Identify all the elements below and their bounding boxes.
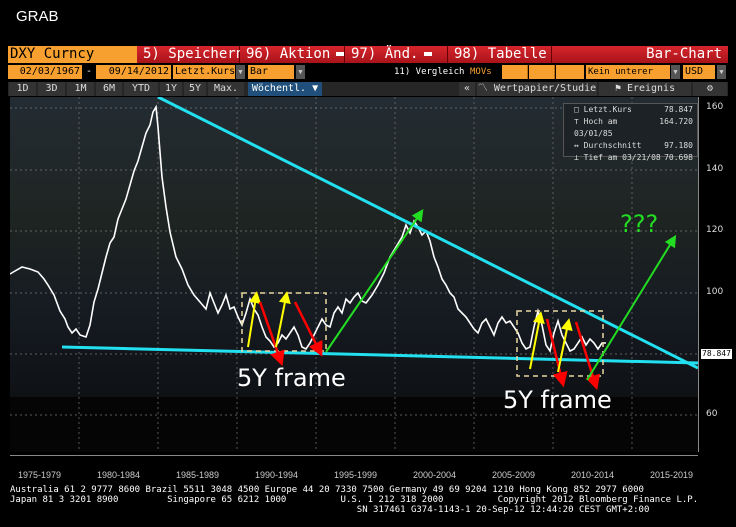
period-ytd[interactable]: YTD	[124, 82, 158, 96]
event-label: Ereignis	[626, 83, 676, 94]
period-1y[interactable]: 1Y	[160, 82, 182, 96]
bar-type-select[interactable]: Bar	[248, 65, 294, 79]
y-axis	[698, 97, 699, 452]
legend-row-last: □ Letzt.Kurs 78.847	[564, 104, 697, 116]
date-separator: -	[86, 66, 93, 77]
lower-chart-dropdown[interactable]: ▼	[671, 65, 680, 79]
last-price-tag: 78.847	[701, 349, 732, 359]
y-tick-140: 140	[706, 164, 724, 174]
period-max[interactable]: Max.	[208, 82, 244, 96]
gear-icon: ⚙	[706, 83, 714, 94]
y-tick-60: 60	[706, 409, 718, 419]
period-1m[interactable]: 1M	[67, 82, 94, 96]
x-axis	[10, 455, 698, 456]
lower-chart-select[interactable]: Kein unterer Cha	[586, 65, 670, 91]
command-bar: DXY Curncy 5) Speichern al 96) Aktion 97…	[8, 46, 728, 63]
x-tick-label: 1985-1989	[175, 470, 220, 480]
chart-legend[interactable]: □ Letzt.Kurs 78.847 ⊤ Hoch am 03/01/85 164…	[563, 103, 698, 162]
legend-label: □ Letzt.Kurs	[574, 105, 632, 114]
legend-label: ⊤ Hoch am 03/01/85	[574, 117, 618, 138]
x-tick-label: 2005-2009	[491, 470, 536, 480]
x-tick-label: 1990-1994	[254, 470, 299, 480]
dropdown-icon	[336, 52, 345, 56]
bar-type-dropdown[interactable]: ▼	[296, 65, 305, 79]
y-tick-160: 160	[706, 102, 724, 112]
x-tick-label: 2015-2019	[649, 470, 694, 480]
legend-value: 164.720	[659, 117, 693, 126]
x-tick-label: 2010-2014	[570, 470, 615, 480]
x-tick-label: 2000-2004	[412, 470, 457, 480]
footer-line-1: Australia 61 2 9777 8600 Brazil 5511 304…	[10, 485, 644, 495]
collapse-button[interactable]: «	[459, 82, 475, 96]
start-date-input[interactable]: 02/03/1967	[8, 65, 82, 79]
footer-line-3: SN 317461 G374-1143-1 20-Sep-12 12:44:20…	[10, 505, 650, 515]
end-date-input[interactable]: 09/14/2012	[96, 65, 171, 79]
legend-value: 70.698	[664, 153, 693, 162]
x-tick-label: 1995-1999	[333, 470, 378, 480]
footer-contacts: Australia 61 2 9777 8600 Brazil 5511 304…	[10, 485, 698, 515]
action-label: 96) Aktion	[246, 46, 331, 62]
y-tick-120: 120	[706, 225, 724, 235]
frequency-select[interactable]: Wöchentl. ▼	[248, 82, 322, 96]
security-study-button[interactable]: 〽 Wertpapier/Studie	[477, 82, 597, 96]
table-label: 98) Tabelle	[454, 46, 547, 62]
movs-label: MOVs	[470, 67, 492, 77]
y-tick-100: 100	[706, 287, 724, 297]
chart-type-label: Bar-Chart	[552, 46, 728, 63]
legend-value: 78.847	[664, 105, 693, 114]
mov-input-3[interactable]	[556, 65, 584, 79]
mov-input-2[interactable]	[529, 65, 555, 79]
period-6m[interactable]: 6M	[96, 82, 122, 96]
frame-annotation-2: 5Y frame	[503, 386, 612, 414]
legend-value: 97.180	[664, 141, 693, 150]
legend-row-high: ⊤ Hoch am 03/01/85 164.720	[564, 116, 697, 140]
mov-input-1[interactable]	[502, 65, 528, 79]
event-button[interactable]: ⚑ Ereignis	[599, 82, 691, 96]
security-study-label: Wertpapier/Studie	[493, 83, 597, 94]
date-settings-bar: 02/03/1967 - 09/14/2012 Letzt.Kurs ▼ Bar…	[8, 65, 728, 91]
window-title: GRAB	[16, 8, 59, 25]
dropdown-icon	[424, 52, 433, 56]
period-1d[interactable]: 1D	[9, 82, 36, 96]
change-menu-button[interactable]: 97) Änd.	[345, 46, 448, 63]
x-tick-label: 1980-1984	[96, 470, 141, 480]
save-button[interactable]: 5) Speichern al	[137, 46, 269, 63]
currency-select[interactable]: USD	[683, 65, 715, 79]
settings-button[interactable]: ⚙	[693, 82, 727, 96]
ticker-input[interactable]: DXY Curncy	[8, 46, 137, 63]
change-label: 97) Änd.	[351, 46, 419, 62]
footer-line-2: Japan 81 3 3201 8900 Singapore 65 6212 1…	[10, 495, 699, 505]
price-field-select[interactable]: Letzt.Kurs	[173, 65, 236, 79]
x-tick-label: 1975-1979	[17, 470, 62, 480]
action-menu-button[interactable]: 96) Aktion	[240, 46, 345, 63]
period-bar: 1D 3D 1M 6M YTD 1Y 5Y Max. Wöchentl. ▼ «…	[8, 82, 728, 96]
legend-label: ↔ Durchschnitt	[574, 141, 642, 150]
legend-label: ⊥ Tief am 03/21/08	[574, 153, 661, 162]
table-button[interactable]: 98) Tabelle	[448, 46, 552, 63]
flag-icon: ⚑	[614, 83, 627, 94]
chart-line-icon: 〽	[477, 83, 494, 94]
period-5y[interactable]: 5Y	[184, 82, 206, 96]
legend-row-low: ⊥ Tief am 03/21/08 70.698	[564, 152, 697, 164]
frame-annotation-1: 5Y frame	[237, 364, 346, 392]
compare-button[interactable]: 11) Vergleich	[394, 67, 465, 77]
legend-row-average: ↔ Durchschnitt 97.180	[564, 140, 697, 152]
save-label: 5) Speichern al	[143, 46, 270, 62]
question-annotation: ???	[620, 210, 659, 238]
price-field-dropdown[interactable]: ▼	[236, 65, 245, 79]
period-3d[interactable]: 3D	[38, 82, 65, 96]
currency-dropdown[interactable]: ▼	[717, 65, 726, 79]
